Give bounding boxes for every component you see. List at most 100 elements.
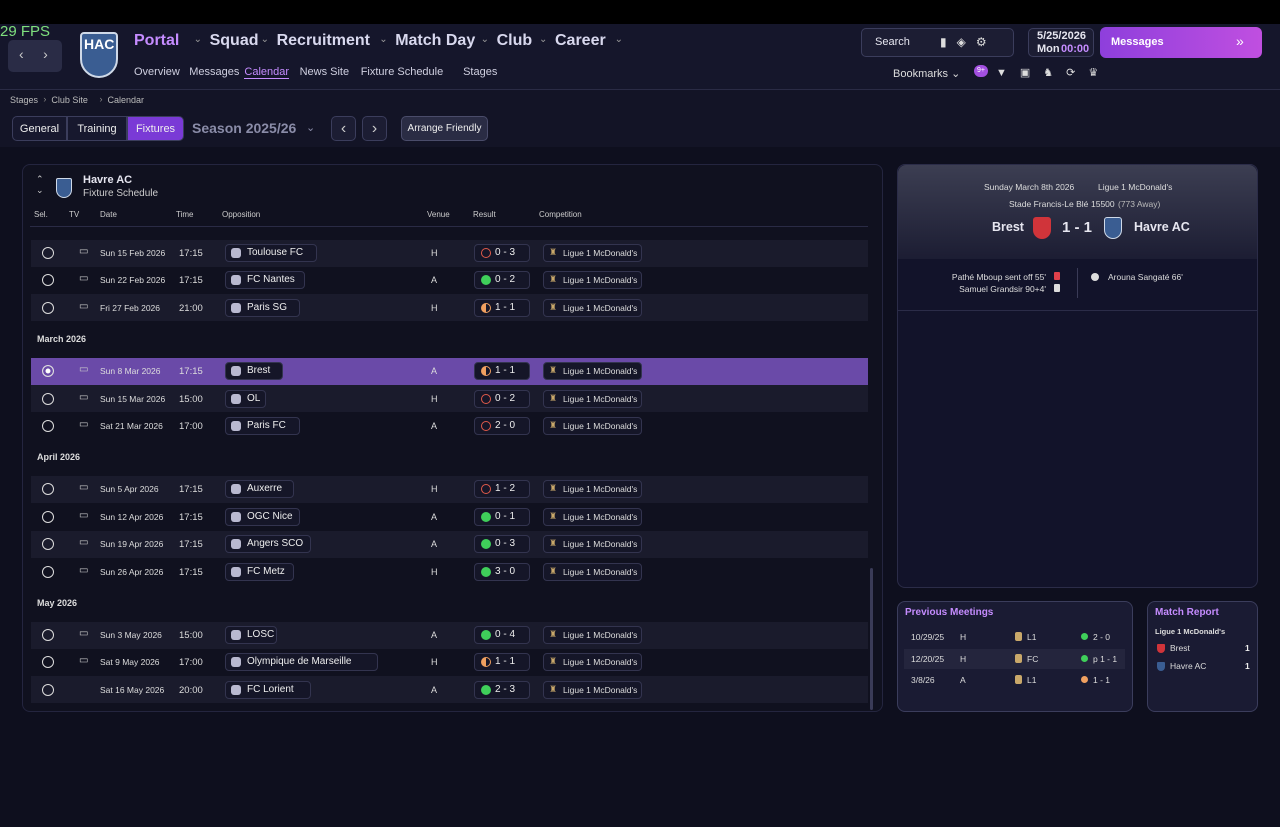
report-title[interactable]: Match Report [1155, 607, 1219, 618]
select-radio[interactable] [42, 683, 54, 696]
fixture-row[interactable] [31, 558, 868, 586]
opposition-chip[interactable] [225, 271, 306, 290]
opposition[interactable]: Olympique de Marseille [247, 656, 352, 668]
nav-submenu[interactable]: Fixture Schedule [360, 66, 444, 78]
opposition-chip[interactable] [225, 562, 295, 581]
nav-menu[interactable]: Squad [209, 32, 259, 49]
opposition[interactable]: Paris SG [247, 301, 288, 313]
select-radio[interactable] [42, 301, 54, 314]
select-radio[interactable] [42, 483, 54, 496]
fixture-row[interactable] [31, 294, 868, 322]
opposition[interactable]: OGC Nice [247, 510, 293, 522]
shortcut-icons[interactable]: ▼▣♞⟳♛ [996, 67, 1112, 79]
opposition[interactable]: Toulouse FC [247, 247, 304, 258]
select-radio[interactable] [42, 656, 54, 669]
column-header[interactable]: Venue [427, 210, 450, 219]
fixture-row[interactable] [31, 676, 868, 704]
column-header[interactable]: Sel. [34, 210, 48, 219]
column-header[interactable]: Time [176, 210, 194, 219]
opposition[interactable]: FC Metz [247, 565, 285, 577]
column-header[interactable]: TV [69, 210, 80, 219]
opposition-chip[interactable] [225, 298, 300, 317]
nav-menu[interactable]: Career [555, 32, 606, 49]
opposition-chip[interactable] [225, 417, 300, 435]
select-radio[interactable] [42, 365, 54, 378]
column-header[interactable]: Opposition [222, 210, 261, 219]
competition-chip[interactable] [543, 362, 642, 381]
breadcrumb-item[interactable]: Stages [10, 95, 39, 105]
competition-chip[interactable] [543, 271, 642, 290]
fixture-row[interactable] [31, 266, 868, 294]
select-radio[interactable] [42, 420, 54, 432]
date-box[interactable] [1028, 28, 1094, 57]
fixture-row[interactable] [31, 357, 868, 385]
competition-chip[interactable] [543, 680, 642, 699]
opposition-chip[interactable] [225, 480, 295, 499]
away-team[interactable]: Havre AC [1134, 220, 1190, 234]
nav-menu[interactable]: Recruitment [276, 32, 370, 49]
select-radio[interactable] [42, 247, 54, 259]
select-radio[interactable] [42, 538, 54, 551]
competition-chip[interactable] [543, 562, 642, 581]
select-radio[interactable] [42, 565, 54, 578]
messages-button[interactable] [1100, 27, 1262, 58]
competition-chip[interactable] [543, 417, 642, 435]
opposition[interactable]: LOSC [247, 629, 275, 640]
opposition[interactable]: FC Lorient [247, 683, 294, 695]
collapse[interactable]: ⌃ ⌄ [36, 174, 44, 195]
fixture-row[interactable] [31, 475, 868, 503]
opposition-chip[interactable] [225, 507, 300, 526]
home-team[interactable]: Brest [992, 220, 1024, 234]
back[interactable]: ‹ › [19, 46, 48, 62]
next-season[interactable]: › [362, 116, 387, 141]
opposition-chip[interactable] [225, 244, 317, 262]
fixture-row[interactable] [31, 530, 868, 558]
column-header[interactable]: Date [100, 210, 117, 219]
nav-submenu[interactable]: News Site [299, 66, 350, 78]
nav-menu[interactable]: Portal [134, 32, 180, 49]
tab[interactable]: Fixtures [127, 116, 184, 141]
opposition-chip[interactable] [225, 653, 379, 672]
opposition[interactable]: Auxerre [247, 483, 283, 495]
select-radio[interactable] [42, 392, 54, 405]
competition-chip[interactable] [543, 626, 642, 644]
nav-menu[interactable]: Match Day [395, 32, 476, 49]
toolbar-icons[interactable]: ▮ ◈ ⚙ [940, 35, 987, 49]
opposition[interactable]: Paris FC [247, 420, 286, 431]
competition-chip[interactable] [543, 298, 642, 317]
season[interactable]: Season 2025/26 [192, 120, 297, 136]
fixture-row[interactable] [31, 412, 868, 440]
breadcrumb-item[interactable]: Calendar [107, 95, 145, 105]
competition-chip[interactable] [543, 507, 642, 526]
breadcrumb-item[interactable]: Club Site [51, 95, 88, 105]
select-radio[interactable] [42, 274, 54, 287]
nav-submenu[interactable]: Messages [189, 66, 240, 78]
opposition-chip[interactable] [225, 680, 311, 699]
opposition[interactable]: OL [247, 392, 261, 404]
tab[interactable]: Training [67, 116, 127, 141]
select-radio[interactable] [42, 629, 54, 641]
competition-chip[interactable] [543, 480, 642, 499]
bookmarks[interactable]: Bookmarks ⌄ [893, 68, 961, 80]
club-badge[interactable] [80, 32, 118, 78]
opposition-chip[interactable] [225, 535, 311, 554]
select-radio[interactable] [42, 510, 54, 523]
nav-submenu[interactable]: Overview [134, 66, 180, 78]
column-header[interactable]: Competition [539, 210, 582, 219]
nav-submenu[interactable]: Calendar [244, 66, 290, 79]
fixture-row[interactable] [31, 503, 868, 531]
fixture-row[interactable] [31, 239, 868, 267]
opposition[interactable]: Brest [247, 365, 271, 377]
competition-chip[interactable] [543, 244, 642, 262]
competition-chip[interactable] [543, 535, 642, 554]
scrollbar[interactable] [870, 568, 873, 710]
opposition[interactable]: Angers SCO [247, 538, 304, 550]
arrange-friendly[interactable]: Arrange Friendly [401, 116, 488, 141]
prev-season[interactable]: ‹ [331, 116, 356, 141]
competition-chip[interactable] [543, 653, 642, 672]
search[interactable]: Search [875, 36, 910, 48]
nav-menu[interactable]: Club [496, 32, 533, 49]
nav-submenu[interactable]: Stages [463, 66, 498, 78]
history-nav[interactable] [8, 40, 62, 72]
competition-chip[interactable] [543, 389, 642, 408]
